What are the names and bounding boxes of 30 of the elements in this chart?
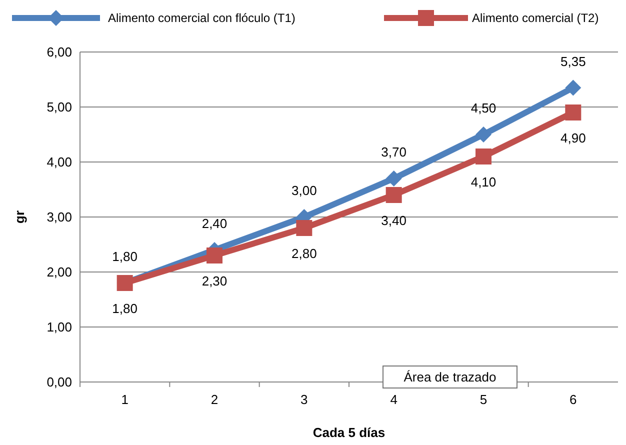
data-label: 4,90 — [560, 130, 586, 146]
data-label: 2,30 — [202, 274, 228, 288]
x-tick-label: 5 — [480, 392, 488, 407]
data-label: 1,80 — [112, 249, 138, 264]
data-label: 5,35 — [560, 54, 586, 69]
data-label: 4,50 — [470, 100, 496, 116]
y-axis-title: gr — [12, 210, 27, 224]
data-label: 4,10 — [470, 174, 496, 190]
y-tick-label: 2,00 — [46, 264, 72, 280]
y-tick-label: 3,00 — [46, 210, 72, 225]
y-tick-label: 4,00 — [46, 154, 72, 170]
x-tick-label: 3 — [300, 392, 308, 407]
y-tick-label: 1,00 — [46, 320, 72, 335]
data-label: 3,40 — [381, 213, 406, 228]
data-label: 3,70 — [381, 144, 406, 160]
legend-label: Alimento comercial (T2) — [472, 11, 599, 26]
data-label: 2,40 — [202, 216, 228, 231]
x-tick-label: 2 — [210, 392, 218, 407]
data-label: 3,00 — [292, 183, 317, 198]
data-label: 2,80 — [292, 246, 317, 261]
x-tick-label: 6 — [570, 392, 577, 407]
data-label: 1,80 — [112, 301, 138, 316]
y-tick-label: 0,00 — [46, 374, 72, 390]
legend-label: Alimento comercial con flóculo (T1) — [108, 11, 296, 26]
x-axis-title: Cada 5 días — [312, 425, 386, 440]
annotation: Área de trazado — [404, 370, 496, 385]
x-tick-label: 1 — [121, 392, 128, 407]
y-tick-label: 6,00 — [46, 44, 72, 60]
y-tick-label: 5,00 — [46, 100, 72, 115]
x-tick-label: 4 — [390, 392, 398, 407]
